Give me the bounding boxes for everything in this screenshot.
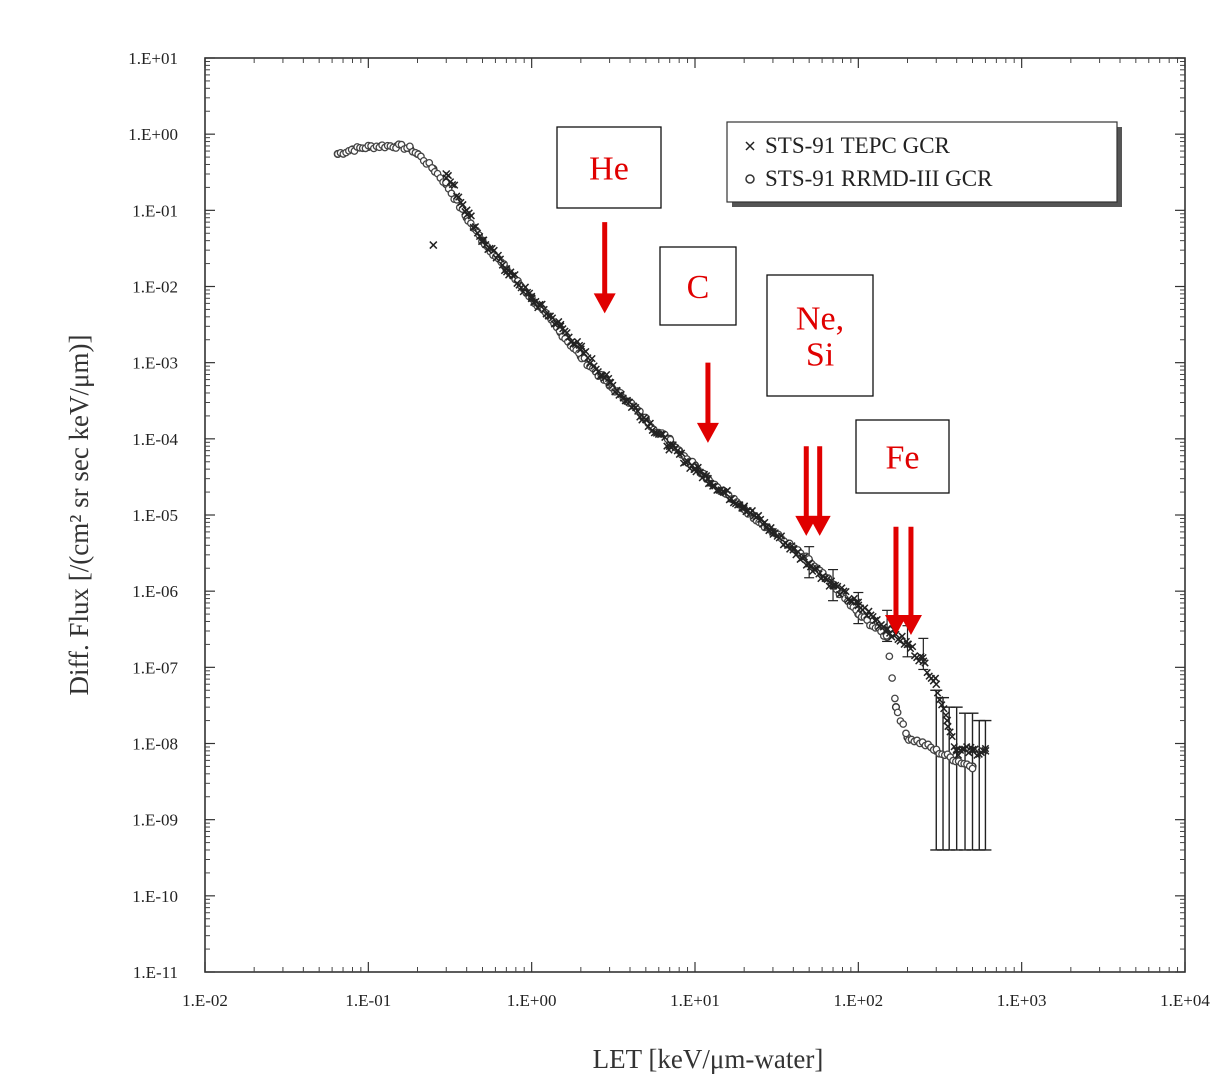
legend-label-tepc: STS-91 TEPC GCR	[765, 133, 951, 158]
y-tick-label: 1.E-05	[132, 506, 178, 525]
annotation-arrowhead	[900, 615, 922, 635]
y-tick-label: 1.E-07	[132, 658, 178, 677]
annotation-arrowhead	[594, 293, 616, 313]
x-tick-label: 1.E+02	[833, 991, 883, 1010]
y-tick-label: 1.E-03	[132, 354, 178, 373]
tepc-point	[932, 675, 938, 681]
x-tick-label: 1.E+00	[507, 991, 557, 1010]
y-axis-title: Diff. Flux [/(cm² sr sec keV/μm)]	[64, 335, 94, 696]
annotation-label: Fe	[886, 440, 920, 477]
rrmd-point	[894, 709, 900, 715]
y-tick-label: 1.E-11	[133, 963, 178, 982]
x-tick-label: 1.E+04	[1160, 991, 1210, 1010]
y-tick-label: 1.E+00	[128, 125, 178, 144]
annotation-arrowhead	[697, 423, 719, 443]
tepc-point	[445, 172, 451, 178]
x-tick-label: 1.E+01	[670, 991, 720, 1010]
x-tick-label: 1.E+03	[997, 991, 1047, 1010]
annotation-fe: Fe	[856, 420, 949, 635]
y-tick-label: 1.E-09	[132, 811, 178, 830]
annotation-c: C	[660, 247, 736, 443]
annotation-arrowhead	[809, 516, 831, 536]
annotation-he: He	[557, 127, 661, 313]
rrmd-point	[886, 653, 892, 659]
legend: STS-91 TEPC GCR STS-91 RRMD-III GCR	[727, 122, 1122, 207]
legend-label-rrmd: STS-91 RRMD-III GCR	[765, 166, 993, 191]
annotation-label: C	[687, 269, 710, 306]
y-tick-label: 1.E-08	[132, 735, 178, 754]
x-tick-label: 1.E-01	[345, 991, 391, 1010]
rrmd-point	[892, 695, 898, 701]
x-tick-label: 1.E-02	[182, 991, 228, 1010]
y-tick-label: 1.E-04	[132, 430, 178, 449]
rrmd-point	[969, 765, 975, 771]
y-tick-label: 1.E-02	[132, 278, 178, 297]
rrmd-point	[889, 675, 895, 681]
rrmd-point	[903, 730, 909, 736]
y-tick-label: 1.E-06	[132, 582, 178, 601]
legend-circle	[746, 175, 754, 183]
legend-marker-rrmd	[746, 175, 754, 183]
annotation-label: He	[589, 151, 629, 188]
y-tick-label: 1.E-01	[132, 201, 178, 220]
tepc-point	[945, 723, 951, 729]
tepc-point	[430, 242, 437, 249]
y-tick-label: 1.E-10	[132, 887, 178, 906]
rrmd-point	[900, 721, 906, 727]
y-tick-label: 1.E+01	[128, 49, 178, 68]
annotation-nesi: Ne, Si	[767, 275, 873, 536]
x-axis-title: LET [keV/μm-water]	[593, 1044, 824, 1074]
